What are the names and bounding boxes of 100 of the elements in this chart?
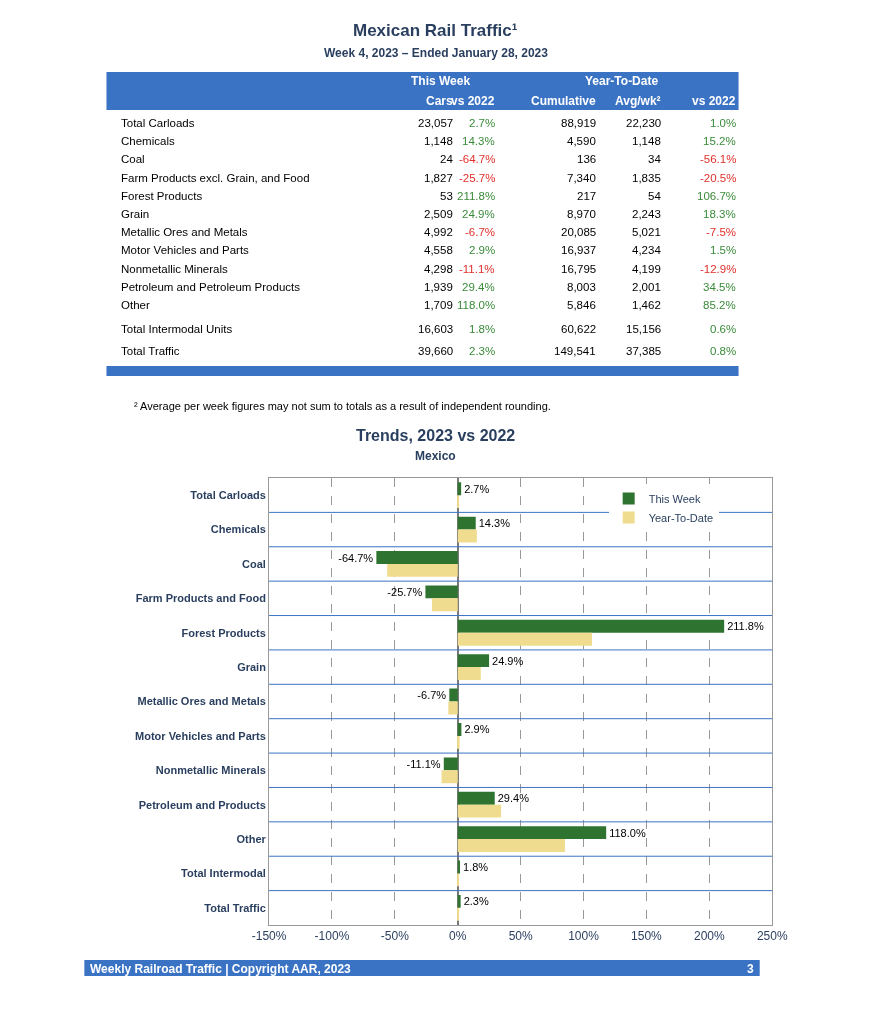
data-label: 1,939 xyxy=(424,281,453,293)
bar xyxy=(457,529,477,543)
data-label: 29.4% xyxy=(462,281,495,293)
x-tick-label: 100% xyxy=(568,929,600,944)
y-tick-label: Nonmetallic Minerals xyxy=(155,764,266,777)
bar xyxy=(448,701,458,715)
y-tick-label: Farm Products and Food xyxy=(135,592,266,605)
legend-label: This Week xyxy=(648,492,701,505)
data-label: 37,385 xyxy=(626,345,662,357)
y-tick-label: Grain xyxy=(237,660,267,673)
data-label: 34 xyxy=(648,153,662,165)
y-tick-label: Other xyxy=(236,832,267,845)
category-label: Total Carloads xyxy=(121,117,195,129)
data-label: 54 xyxy=(648,190,662,202)
data-label: 22,230 xyxy=(626,117,662,129)
bar xyxy=(457,735,460,749)
category-label: Total Traffic xyxy=(121,345,180,357)
data-label: 2.7% xyxy=(464,482,490,495)
data-label: 1.8% xyxy=(469,323,496,335)
data-label: -11.1% xyxy=(406,757,441,770)
bar xyxy=(457,632,592,646)
data-label: 16,937 xyxy=(561,244,597,256)
x-tick-label: -50% xyxy=(380,929,410,944)
category-label: Chemicals xyxy=(121,135,175,147)
category-label: Motor Vehicles and Parts xyxy=(121,244,250,256)
bar xyxy=(457,804,502,818)
bar xyxy=(443,757,458,771)
y-tick-label: Coal xyxy=(242,557,266,570)
data-label: 4,298 xyxy=(424,263,453,275)
data-label: 53 xyxy=(440,190,453,202)
data-label: 2.9% xyxy=(464,723,490,736)
data-label: 15.2% xyxy=(703,135,736,147)
bar xyxy=(449,688,458,702)
data-label: -56.1% xyxy=(700,153,737,165)
text: Week 4, 2023 – Ended January 28, 2023 xyxy=(324,46,549,60)
data-label: 2.7% xyxy=(469,117,496,129)
x-tick-label: -100% xyxy=(314,929,350,944)
data-label: 8,970 xyxy=(567,208,596,220)
data-label: 5,846 xyxy=(567,299,596,311)
data-label: 15,156 xyxy=(626,323,662,335)
chart-subtitle: Mexico xyxy=(415,449,456,463)
data-label: -6.7% xyxy=(465,226,496,238)
data-label: -64.7% xyxy=(459,153,496,165)
chart-title: Trends, 2023 vs 2022 xyxy=(356,427,516,444)
x-tick-label: -150% xyxy=(251,929,287,944)
category-label: Nonmetallic Minerals xyxy=(121,263,228,275)
data-label: -64.7% xyxy=(338,551,374,564)
y-tick-label: Forest Products xyxy=(181,626,266,639)
category-label: Petroleum and Petroleum Products xyxy=(121,281,301,293)
data-label: 2.3% xyxy=(463,895,489,908)
y-tick-label: Total Traffic xyxy=(204,901,266,914)
text: Weekly Railroad Traffic | Copyright AAR, 2023 xyxy=(90,962,352,976)
bar xyxy=(457,873,460,887)
text: Avg/wk² xyxy=(615,94,661,108)
category-label: Coal xyxy=(121,153,145,165)
data-label: 20,085 xyxy=(561,226,597,238)
data-label: 14.3% xyxy=(462,135,495,147)
data-label: 1,835 xyxy=(632,172,661,184)
data-label: -25.7% xyxy=(459,172,496,184)
data-label: 14.3% xyxy=(478,517,511,530)
category-label: Metallic Ores and Metals xyxy=(121,226,248,238)
data-label: 4,558 xyxy=(424,244,453,256)
data-label: 118.0% xyxy=(457,299,496,311)
data-label: -20.5% xyxy=(700,172,737,184)
category-label: Farm Products excl. Grain, and Food xyxy=(121,172,310,184)
data-label: 118.0% xyxy=(609,826,646,839)
data-label: -25.7% xyxy=(387,585,423,598)
bar xyxy=(457,791,495,805)
data-label: 85.2% xyxy=(703,299,736,311)
bar xyxy=(457,654,490,668)
bar xyxy=(376,551,458,564)
y-tick-label: Chemicals xyxy=(210,523,266,536)
data-label: 1,709 xyxy=(424,299,453,311)
category-label: Forest Products xyxy=(121,190,203,202)
data-label: 23,057 xyxy=(418,117,454,129)
text: 3 xyxy=(747,962,754,976)
x-tick-label: 0% xyxy=(449,929,467,944)
data-label: 1.8% xyxy=(463,860,489,873)
data-label: 7,340 xyxy=(567,172,596,184)
bar xyxy=(457,495,460,509)
data-label: 1,827 xyxy=(424,172,453,184)
bar xyxy=(441,770,458,784)
data-label: 5,021 xyxy=(632,226,661,238)
data-label: 1,462 xyxy=(632,299,661,311)
data-label: -11.1% xyxy=(459,263,495,275)
data-label: 24.9% xyxy=(462,208,495,220)
data-label: 34.5% xyxy=(703,281,736,293)
data-label: 2.3% xyxy=(469,345,496,357)
data-label: 4,199 xyxy=(632,263,661,275)
y-tick-label: Metallic Ores and Metals xyxy=(137,695,266,708)
bar xyxy=(457,516,476,530)
category-label: Total Intermodal Units xyxy=(121,323,233,335)
data-label: 1.0% xyxy=(710,117,737,129)
data-label: 24.9% xyxy=(492,654,524,667)
data-label: 88,919 xyxy=(561,117,597,129)
data-label: 4,234 xyxy=(632,244,662,256)
data-label: 39,660 xyxy=(418,345,454,357)
x-tick-label: 150% xyxy=(631,929,663,944)
data-label: 2.9% xyxy=(469,244,496,256)
data-label: 16,603 xyxy=(418,323,454,335)
